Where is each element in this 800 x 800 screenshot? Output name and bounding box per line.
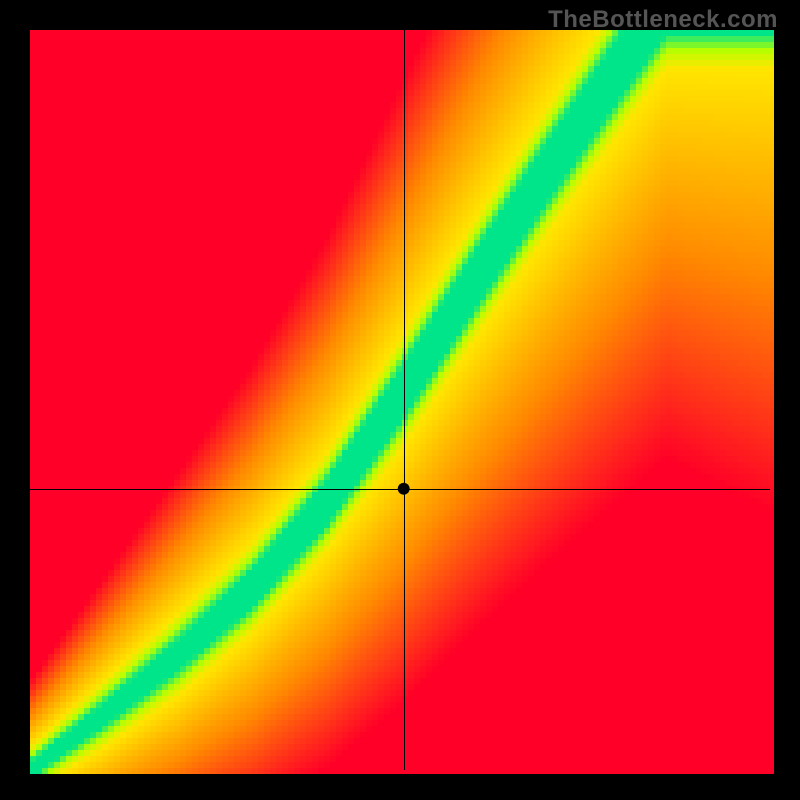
heatmap-canvas [0,0,800,800]
attribution-label: TheBottleneck.com [548,6,778,34]
chart-container: TheBottleneck.com [0,0,800,800]
